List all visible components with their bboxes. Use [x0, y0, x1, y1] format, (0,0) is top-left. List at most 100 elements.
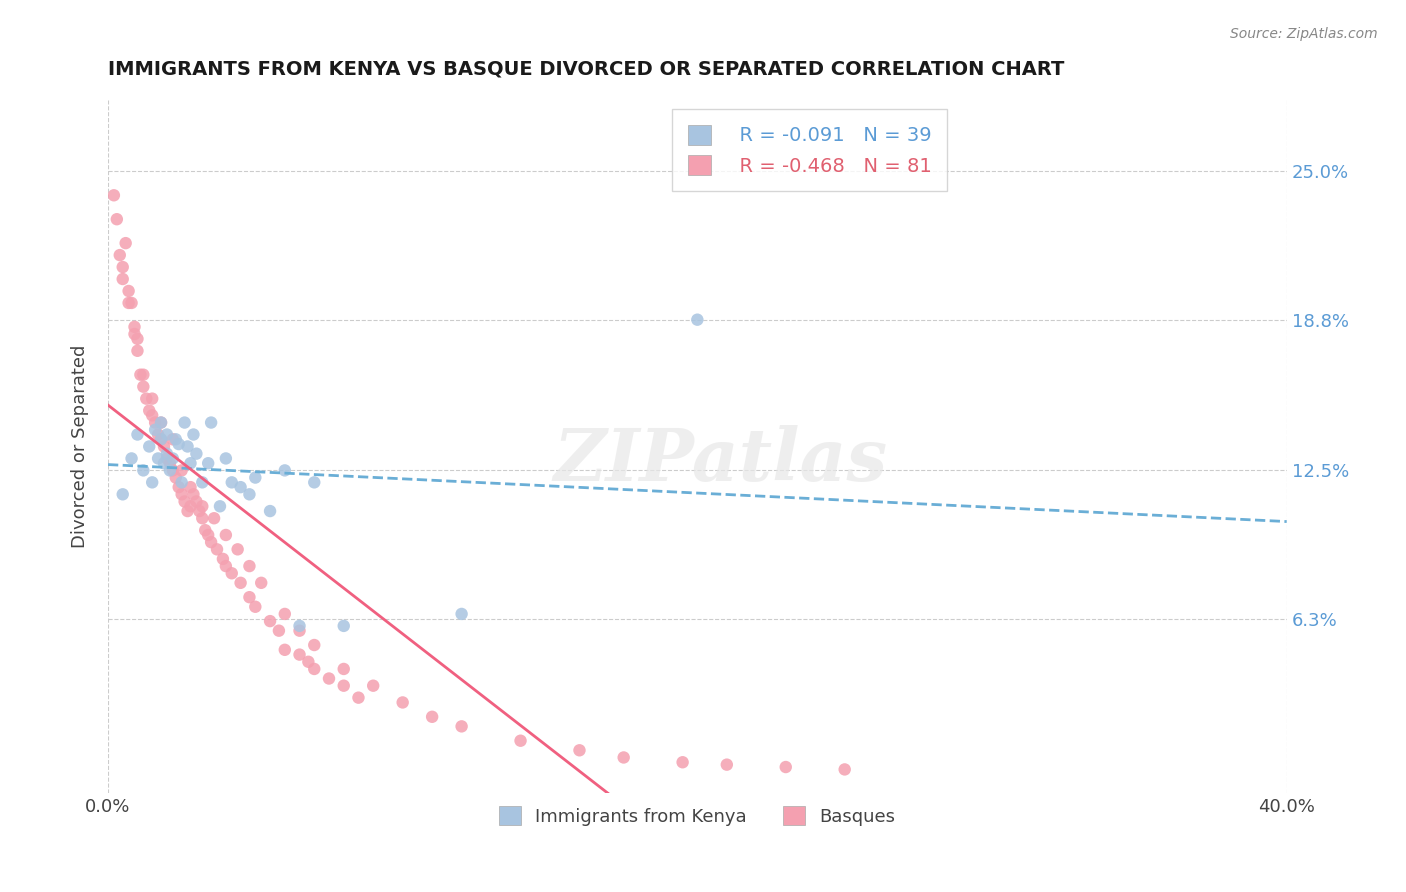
Text: Source: ZipAtlas.com: Source: ZipAtlas.com: [1230, 27, 1378, 41]
Point: [183, 427, 205, 442]
Point: [304, 475, 326, 490]
Point: [208, 500, 231, 514]
Point: [143, 423, 166, 437]
Point: [191, 500, 214, 514]
Point: [132, 368, 155, 382]
Point: [332, 679, 354, 693]
Point: [245, 470, 267, 484]
Point: [141, 392, 163, 406]
Point: [716, 757, 738, 772]
Legend: Immigrants from Kenya, Basques: Immigrants from Kenya, Basques: [492, 799, 903, 833]
Point: [114, 236, 136, 251]
Point: [127, 427, 149, 442]
Point: [672, 756, 695, 770]
Point: [132, 463, 155, 477]
Point: [111, 487, 134, 501]
Point: [173, 416, 195, 430]
Point: [238, 559, 260, 574]
Point: [194, 523, 217, 537]
Point: [173, 494, 195, 508]
Point: [347, 690, 370, 705]
Point: [686, 312, 709, 326]
Point: [153, 440, 176, 454]
Point: [274, 463, 297, 477]
Point: [212, 552, 235, 566]
Point: [162, 463, 184, 477]
Y-axis label: Divorced or Separated: Divorced or Separated: [72, 345, 89, 549]
Point: [568, 743, 591, 757]
Point: [156, 447, 179, 461]
Point: [143, 416, 166, 430]
Point: [150, 416, 173, 430]
Point: [117, 284, 139, 298]
Point: [332, 619, 354, 633]
Point: [420, 710, 443, 724]
Text: ZIPatlas: ZIPatlas: [554, 425, 889, 496]
Point: [450, 719, 472, 733]
Point: [124, 326, 146, 341]
Point: [179, 480, 201, 494]
Point: [162, 432, 184, 446]
Point: [165, 432, 187, 446]
Point: [197, 456, 219, 470]
Point: [153, 456, 176, 470]
Point: [221, 566, 243, 581]
Point: [197, 528, 219, 542]
Point: [200, 535, 222, 549]
Point: [226, 542, 249, 557]
Point: [159, 463, 181, 477]
Point: [167, 480, 190, 494]
Point: [332, 662, 354, 676]
Point: [250, 575, 273, 590]
Point: [509, 733, 531, 747]
Point: [297, 655, 319, 669]
Point: [221, 475, 243, 490]
Point: [111, 272, 134, 286]
Point: [105, 212, 128, 227]
Point: [215, 559, 238, 574]
Point: [205, 542, 228, 557]
Point: [200, 416, 222, 430]
Point: [141, 475, 163, 490]
Point: [215, 528, 238, 542]
Point: [129, 368, 152, 382]
Point: [179, 500, 201, 514]
Point: [162, 451, 184, 466]
Point: [259, 504, 281, 518]
Point: [229, 575, 252, 590]
Point: [834, 763, 856, 777]
Point: [141, 409, 163, 423]
Point: [103, 188, 125, 202]
Point: [135, 392, 157, 406]
Point: [108, 248, 131, 262]
Point: [288, 619, 311, 633]
Point: [146, 427, 169, 442]
Point: [391, 695, 413, 709]
Point: [146, 451, 169, 466]
Point: [245, 599, 267, 614]
Point: [238, 487, 260, 501]
Point: [238, 590, 260, 604]
Point: [150, 416, 173, 430]
Point: [274, 642, 297, 657]
Point: [191, 475, 214, 490]
Point: [156, 451, 179, 466]
Point: [229, 480, 252, 494]
Point: [170, 487, 193, 501]
Point: [186, 447, 208, 461]
Point: [127, 343, 149, 358]
Point: [167, 437, 190, 451]
Point: [775, 760, 797, 774]
Point: [176, 504, 198, 518]
Point: [202, 511, 225, 525]
Point: [138, 440, 160, 454]
Point: [176, 440, 198, 454]
Point: [117, 296, 139, 310]
Text: IMMIGRANTS FROM KENYA VS BASQUE DIVORCED OR SEPARATED CORRELATION CHART: IMMIGRANTS FROM KENYA VS BASQUE DIVORCED…: [108, 60, 1064, 78]
Point: [274, 607, 297, 621]
Point: [304, 662, 326, 676]
Point: [165, 470, 187, 484]
Point: [127, 332, 149, 346]
Point: [170, 463, 193, 477]
Point: [121, 451, 143, 466]
